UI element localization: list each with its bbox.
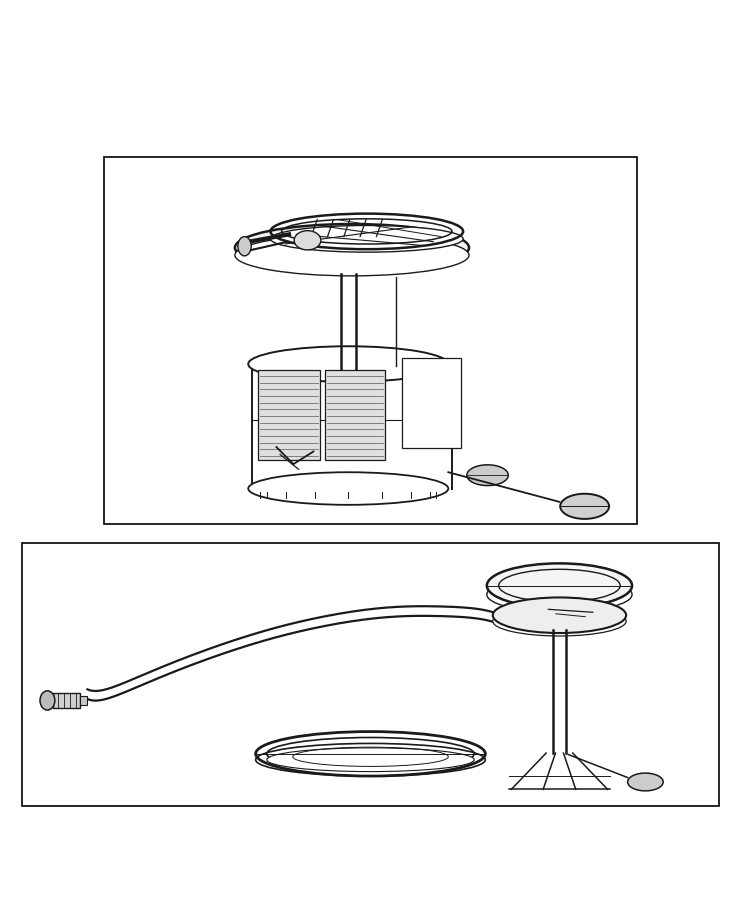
Ellipse shape <box>40 691 55 710</box>
Ellipse shape <box>493 607 626 636</box>
Ellipse shape <box>235 234 469 276</box>
Bar <box>53 693 80 708</box>
Ellipse shape <box>487 577 632 612</box>
Ellipse shape <box>248 472 448 505</box>
Ellipse shape <box>270 226 463 252</box>
Ellipse shape <box>560 494 609 519</box>
Ellipse shape <box>487 563 632 608</box>
Bar <box>402 358 461 448</box>
Bar <box>104 158 637 524</box>
Ellipse shape <box>235 224 469 272</box>
Ellipse shape <box>238 237 251 256</box>
Ellipse shape <box>256 743 485 776</box>
Bar <box>80 696 87 705</box>
Ellipse shape <box>267 748 474 771</box>
Ellipse shape <box>467 464 508 486</box>
Ellipse shape <box>628 773 663 791</box>
Ellipse shape <box>294 230 321 250</box>
Bar <box>258 370 320 461</box>
Bar <box>22 543 719 806</box>
Ellipse shape <box>248 346 448 382</box>
Ellipse shape <box>493 598 626 633</box>
Bar <box>325 370 385 461</box>
